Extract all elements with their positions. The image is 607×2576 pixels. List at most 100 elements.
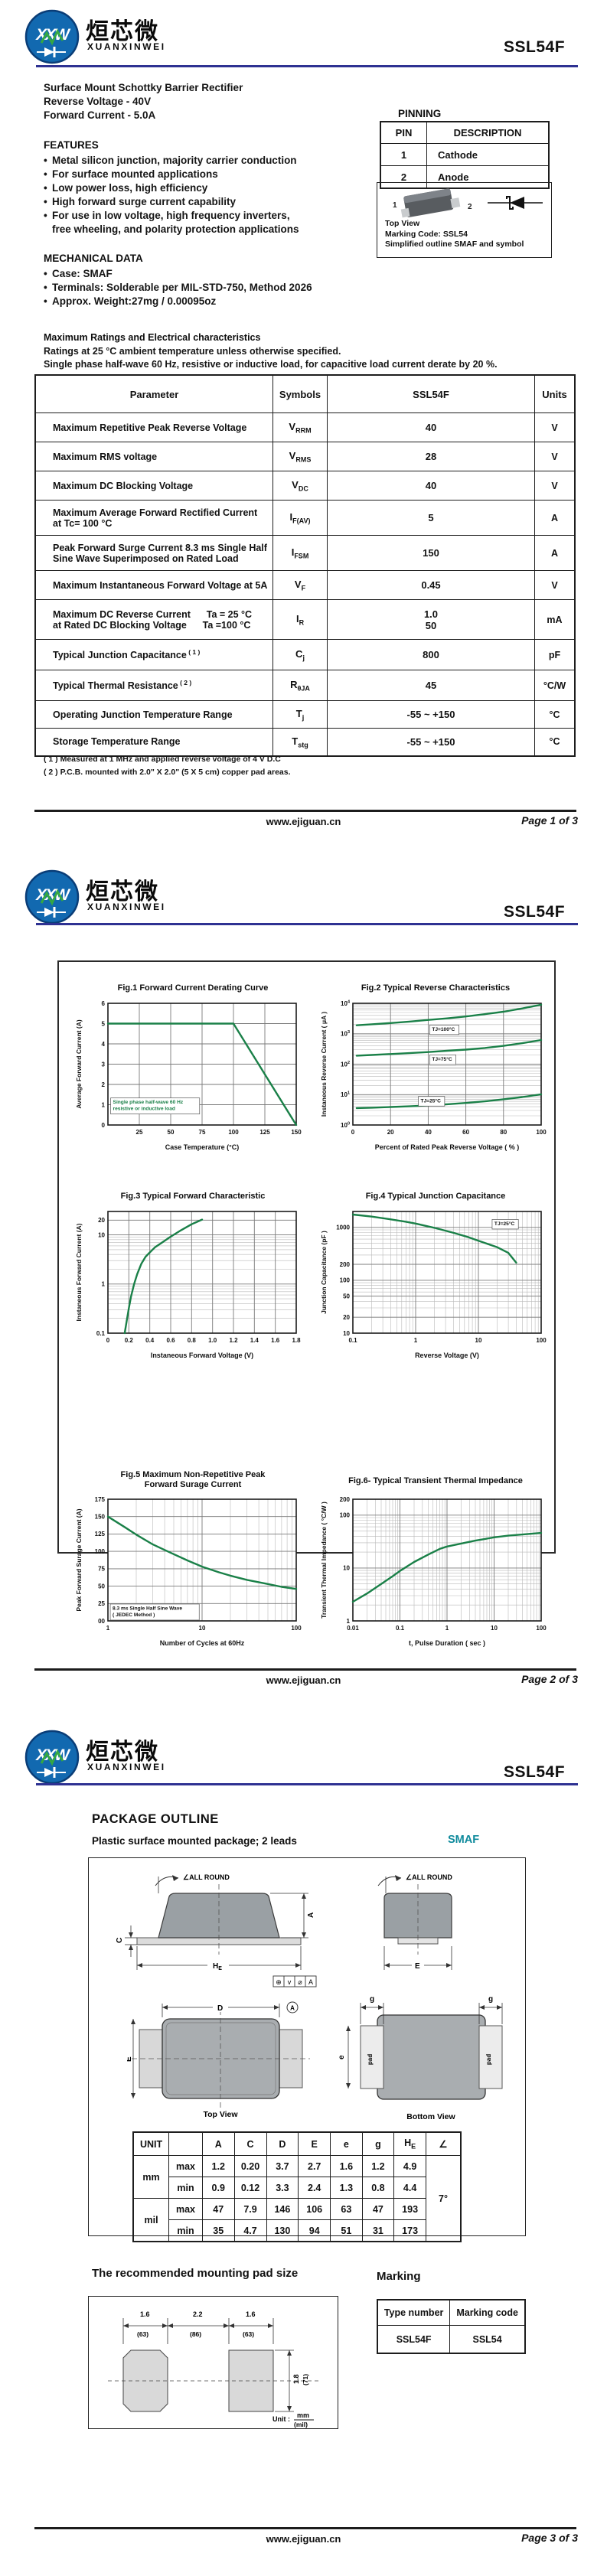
svg-text:(71): (71) [302, 2374, 309, 2385]
schottky-diode-symbol-icon [488, 196, 543, 210]
svg-text:10: 10 [199, 1625, 206, 1632]
figures-box: Fig.1 Forward Current Derating Curve Sin… [57, 960, 556, 1647]
list-item: • For surface mounted applications [44, 168, 218, 180]
cell: Tstg [272, 728, 328, 756]
col-header-symbols: Symbols [272, 374, 328, 413]
list-item: • For use in low voltage, high frequency … [44, 210, 290, 221]
svg-text:0.1: 0.1 [396, 1625, 405, 1632]
footer-rule [34, 810, 576, 812]
list-item: • Metal silicon junction, majority carrie… [44, 155, 297, 166]
cell: 800 [327, 639, 535, 670]
cell: min [168, 2219, 203, 2242]
cell: -55 ~ +150 [327, 700, 535, 729]
cell: V [534, 471, 576, 501]
cell: 146 [266, 2198, 299, 2220]
cell: 0.8 [361, 2177, 395, 2199]
svg-text:20: 20 [387, 1129, 394, 1136]
table-row: Maximum DC Blocking Voltage VDC 40 V [34, 471, 576, 501]
cell: Storage Temperature Range [34, 728, 273, 756]
caption-line: Top View [385, 219, 420, 228]
svg-text:100: 100 [536, 1625, 547, 1632]
svg-text:10: 10 [343, 1330, 350, 1337]
svg-text:1.6: 1.6 [246, 2310, 256, 2318]
col-header: e [330, 2131, 363, 2156]
cell: VRRM [272, 412, 328, 442]
svg-text:v: v [288, 1978, 292, 1986]
svg-text:(63): (63) [137, 2330, 148, 2338]
package-3d-icon: 1 2 [393, 188, 472, 218]
bottom-view-drawing: pad pad g g e Bottom View [338, 1995, 503, 2121]
table-row: 2 Anode [380, 165, 550, 189]
svg-text:150: 150 [95, 1514, 106, 1521]
cell: 1.0 50 [327, 599, 535, 640]
cell: mil [132, 2198, 170, 2242]
footer-page-number: Page 3 of 3 [521, 2532, 578, 2544]
page-2: XXW 烜芯微 XUANXINWEI SSL54F Fig.1 Forward … [0, 859, 607, 1720]
svg-text:00: 00 [98, 1618, 105, 1625]
svg-text:100: 100 [340, 1512, 351, 1519]
cell: 40 [327, 412, 535, 442]
footnote-1: ( 1 ) Measured at 1 MHz and applied reve… [44, 755, 281, 764]
brand-logo-icon: XXW [23, 1728, 83, 1792]
cell: 3.7 [266, 2155, 299, 2177]
cell: Peak Forward Surge Current 8.3 ms Single… [34, 535, 273, 571]
description-line: Forward Current - 5.0A [44, 109, 156, 121]
footer-page-number: Page 2 of 3 [521, 1673, 578, 1685]
cell: SSL54 [449, 2325, 526, 2354]
mounting-pad-drawing: 1.6 (63) 2.2 (86) 1.6 (63) 1.8 (71) Unit… [108, 2310, 318, 2428]
footer-rule [34, 2527, 576, 2529]
cell: VF [272, 570, 328, 600]
cell: 2.7 [298, 2155, 331, 2177]
cell: max [168, 2155, 203, 2177]
table-row: min 35 4.7 130 94 51 31 173 [133, 2219, 461, 2242]
table-row: Peak Forward Surge Current 8.3 ms Single… [34, 535, 576, 571]
marking-table: Type number Marking code SSL54F SSL54 [377, 2299, 526, 2354]
cell: Cj [272, 639, 328, 670]
svg-text:TJ=100°C: TJ=100°C [432, 1026, 455, 1032]
fig2-chart: TJ=100°C TJ=75°C TJ=25°C 0 20 40 60 80 100 100 101… [318, 997, 549, 1158]
cell: Maximum Repetitive Peak Reverse Voltage [34, 412, 273, 442]
cell: Operating Junction Temperature Range [34, 700, 273, 729]
brand-logo-icon: XXW [23, 8, 83, 71]
list-item: • Approx. Weight:27mg / 0.00095oz [44, 295, 217, 307]
svg-text:20: 20 [343, 1314, 350, 1321]
fig5-title: Fig.5 Maximum Non-Repetitive Peak Forwar… [86, 1470, 300, 1490]
svg-text:1.6: 1.6 [271, 1337, 280, 1344]
footer-site: www.ejiguan.cn [266, 2533, 341, 2545]
svg-text:Percent of Rated Peak Reverse: Percent of Rated Peak Reverse Voltage ( … [375, 1143, 519, 1151]
svg-text:100: 100 [291, 1625, 302, 1632]
svg-text:1.4: 1.4 [250, 1337, 259, 1344]
svg-text:25: 25 [98, 1600, 105, 1607]
svg-text:A: A [308, 1978, 313, 1986]
brand-logo-icon: XXW [23, 868, 83, 931]
cell: V [534, 442, 576, 471]
brand-name-en: XUANXINWEI [87, 41, 166, 52]
svg-text:( JEDEC Method ): ( JEDEC Method ) [113, 1612, 155, 1618]
svg-text:Bottom View: Bottom View [406, 2112, 455, 2121]
svg-text:100: 100 [228, 1129, 239, 1136]
table-row: Maximum DC Reverse Current Ta = 25 °C at… [34, 599, 576, 640]
cell: mm [132, 2155, 170, 2199]
fig5-title-line1: Fig.5 Maximum Non-Repetitive Peak [120, 1470, 266, 1479]
cell: VRMS [272, 442, 328, 471]
part-number: SSL54F [504, 1763, 566, 1781]
svg-text:e: e [338, 2055, 346, 2059]
cell: 0.45 [327, 570, 535, 600]
svg-text:200: 200 [340, 1496, 351, 1503]
svg-text:pad: pad [485, 2054, 492, 2065]
svg-text:XXW: XXW [35, 886, 71, 904]
part-number: SSL54F [504, 903, 566, 921]
table-row: mil max 47 7.9 146 106 63 47 193 [132, 2198, 461, 2242]
footer-site: www.ejiguan.cn [266, 1674, 341, 1686]
svg-text:0.2: 0.2 [125, 1337, 134, 1344]
marking-title: Marking [377, 2270, 421, 2283]
fig1-title: Fig.1 Forward Current Derating Curve [117, 983, 269, 993]
svg-text:Instaneous Reverse Current ( μ: Instaneous Reverse Current ( μA ) [320, 1012, 328, 1117]
col-header: A [201, 2131, 235, 2156]
svg-text:∠ALL ROUND: ∠ALL ROUND [183, 1873, 230, 1881]
svg-text:1: 1 [393, 201, 397, 210]
cell: RθJA [272, 670, 328, 701]
svg-text:101: 101 [341, 1091, 350, 1099]
col-header: HE [393, 2131, 426, 2156]
cell: 7° [426, 2155, 462, 2242]
